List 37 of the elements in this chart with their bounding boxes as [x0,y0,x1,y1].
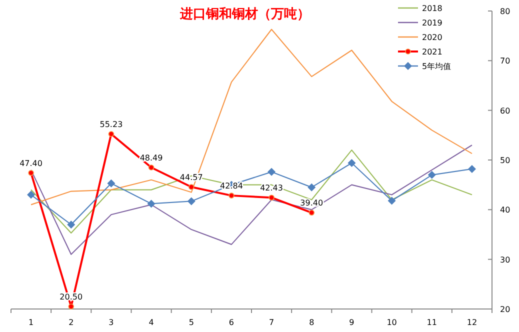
point [107,179,116,188]
data-label: 42.43 [260,184,283,193]
point [188,184,194,190]
point [27,190,36,199]
point [67,220,76,229]
point [268,194,274,200]
point [308,183,316,192]
point [108,131,114,137]
y-tick-label: 20 [500,305,510,314]
data-label: 55.23 [100,120,123,130]
point [68,304,74,310]
data-label: 39.40 [300,198,324,208]
point [388,196,396,205]
legend-label: 5年均值 [422,62,452,71]
y-tick-label: 50 [500,156,510,165]
chart-title: 进口铜和铜材（万吨） [179,6,310,21]
point [147,200,156,208]
point [268,168,276,176]
point [148,164,154,170]
point [468,164,476,173]
legend-label: 2018 [422,4,442,13]
point [428,170,436,179]
legend-label: 2019 [422,18,442,28]
y-tick-label: 80 [500,7,510,16]
data-label: 48.49 [140,154,163,162]
y-tick-label: 30 [500,255,510,264]
point [308,210,315,216]
y-tick-label: 70 [500,56,510,66]
legend-label: 2020 [422,33,442,42]
point [228,192,234,198]
legend-label: 2021 [422,48,442,56]
data-label: 47.40 [20,158,42,168]
point [187,197,196,206]
point [348,158,356,167]
y-tick-label: 40 [500,206,510,215]
y-tick-label: 60 [500,106,510,116]
point [28,170,34,176]
